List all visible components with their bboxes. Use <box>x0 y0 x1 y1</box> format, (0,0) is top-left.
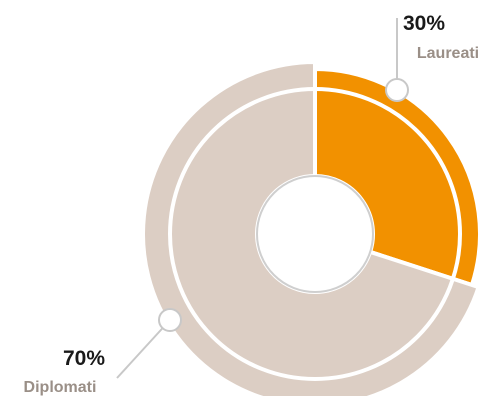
leader-line-diplomati <box>116 319 171 379</box>
donut-hole <box>256 175 374 293</box>
marker-dot-laureati <box>385 78 409 102</box>
marker-dot-diplomati <box>158 308 182 332</box>
inner-ring <box>168 87 462 381</box>
category-label-laureati: Laureati <box>417 45 479 62</box>
data-label-diplomati: 70% <box>63 347 105 370</box>
category-label-diplomati: Diplomati <box>24 379 97 396</box>
data-label-laureati: 30% <box>403 12 445 35</box>
